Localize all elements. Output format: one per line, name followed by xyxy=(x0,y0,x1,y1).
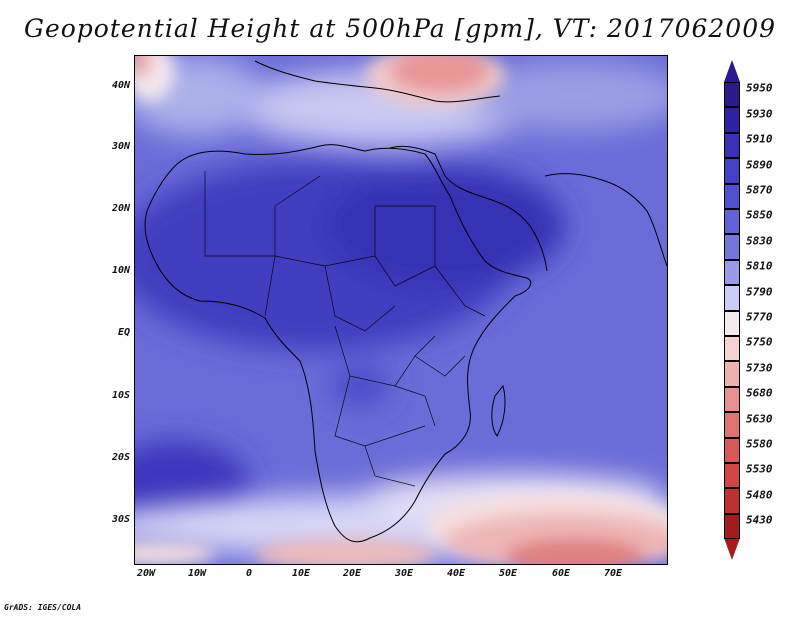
colorbar-label: 5680 xyxy=(746,386,773,400)
colorbar-swatch xyxy=(724,361,740,387)
colorbar-swatch xyxy=(724,412,740,438)
geopotential-map xyxy=(135,56,667,564)
colorbar-top-arrow xyxy=(724,60,740,82)
colorbar-label: 5530 xyxy=(746,462,773,476)
colorbar-swatch xyxy=(724,183,740,209)
lon-label: 10E xyxy=(291,568,311,579)
lat-label: 20S xyxy=(111,452,130,463)
field-south-low xyxy=(135,494,667,564)
country-borders xyxy=(204,171,486,487)
colorbar-label: 5830 xyxy=(746,234,773,248)
colorbar-swatch xyxy=(724,437,740,463)
lat-label: 30S xyxy=(111,514,130,525)
lat-label: EQ xyxy=(117,327,130,338)
colorbar-swatch xyxy=(724,386,740,413)
colorbar-label: 5480 xyxy=(746,488,773,502)
europe-coast xyxy=(254,60,501,103)
lat-label: 40N xyxy=(111,80,130,91)
lon-label: 50E xyxy=(498,568,518,579)
grads-credit: GrADS: IGES/COLA xyxy=(4,603,82,612)
colorbar-label: 5870 xyxy=(746,183,773,197)
colorbar-swatch xyxy=(724,132,740,159)
field-highs xyxy=(135,161,565,531)
colorbar-bottom-arrow xyxy=(724,538,740,560)
arabia-coastline xyxy=(389,145,548,272)
lat-label: 20N xyxy=(111,203,130,214)
colorbar-label: 5750 xyxy=(746,335,773,349)
colorbar-label: 5850 xyxy=(746,208,773,222)
colorbar-swatch xyxy=(724,463,740,489)
colorbar-swatch xyxy=(724,107,740,133)
colorbar-swatch xyxy=(724,336,740,362)
colorbar-swatch xyxy=(724,82,740,108)
lat-label: 30N xyxy=(111,141,130,152)
coastlines xyxy=(144,60,667,543)
lat-label: 10N xyxy=(111,265,130,276)
colorbar-swatch xyxy=(724,513,740,540)
colorbar-swatch xyxy=(724,259,740,286)
lon-label: 70E xyxy=(603,568,623,579)
lon-label: 20W xyxy=(136,568,156,579)
colorbar-label: 5890 xyxy=(746,158,773,172)
colorbar-swatch xyxy=(724,209,740,235)
colorbar-label: 5790 xyxy=(746,285,773,299)
madagascar xyxy=(491,384,506,437)
colorbar-label: 5730 xyxy=(746,361,773,375)
colorbar-label: 5910 xyxy=(746,132,773,146)
lon-label: 0 xyxy=(245,568,253,579)
field-north-low xyxy=(135,56,505,106)
colorbar-label: 5950 xyxy=(746,81,773,95)
colorbar: 5950 5930 5910 5890 5870 5850 5830 5810 5790 5770… xyxy=(722,60,800,560)
lon-label: 10W xyxy=(187,568,207,579)
map-panel xyxy=(134,55,668,565)
colorbar-label: 5770 xyxy=(746,310,773,324)
lat-label: 10S xyxy=(111,390,130,401)
colorbar-swatch xyxy=(724,310,740,336)
colorbar-label: 5810 xyxy=(746,259,773,273)
chart-title: Geopotential Height at 500hPa [gpm], VT:… xyxy=(23,14,777,43)
colorbar-swatch xyxy=(724,488,740,514)
lon-label: 40E xyxy=(446,568,466,579)
lon-label: 30E xyxy=(394,568,414,579)
field-north xyxy=(135,56,667,146)
colorbar-swatch xyxy=(724,234,740,260)
asia-coastline xyxy=(544,173,667,267)
colorbar-label: 5580 xyxy=(746,437,773,451)
colorbar-swatch xyxy=(724,285,740,311)
colorbar-label: 5430 xyxy=(746,513,773,527)
lon-label: 60E xyxy=(551,568,571,579)
colorbar-label: 5630 xyxy=(746,412,773,426)
colorbar-swatch xyxy=(724,158,740,184)
colorbar-label: 5930 xyxy=(746,107,773,121)
lon-label: 20E xyxy=(342,568,362,579)
africa-coastline xyxy=(144,144,532,543)
